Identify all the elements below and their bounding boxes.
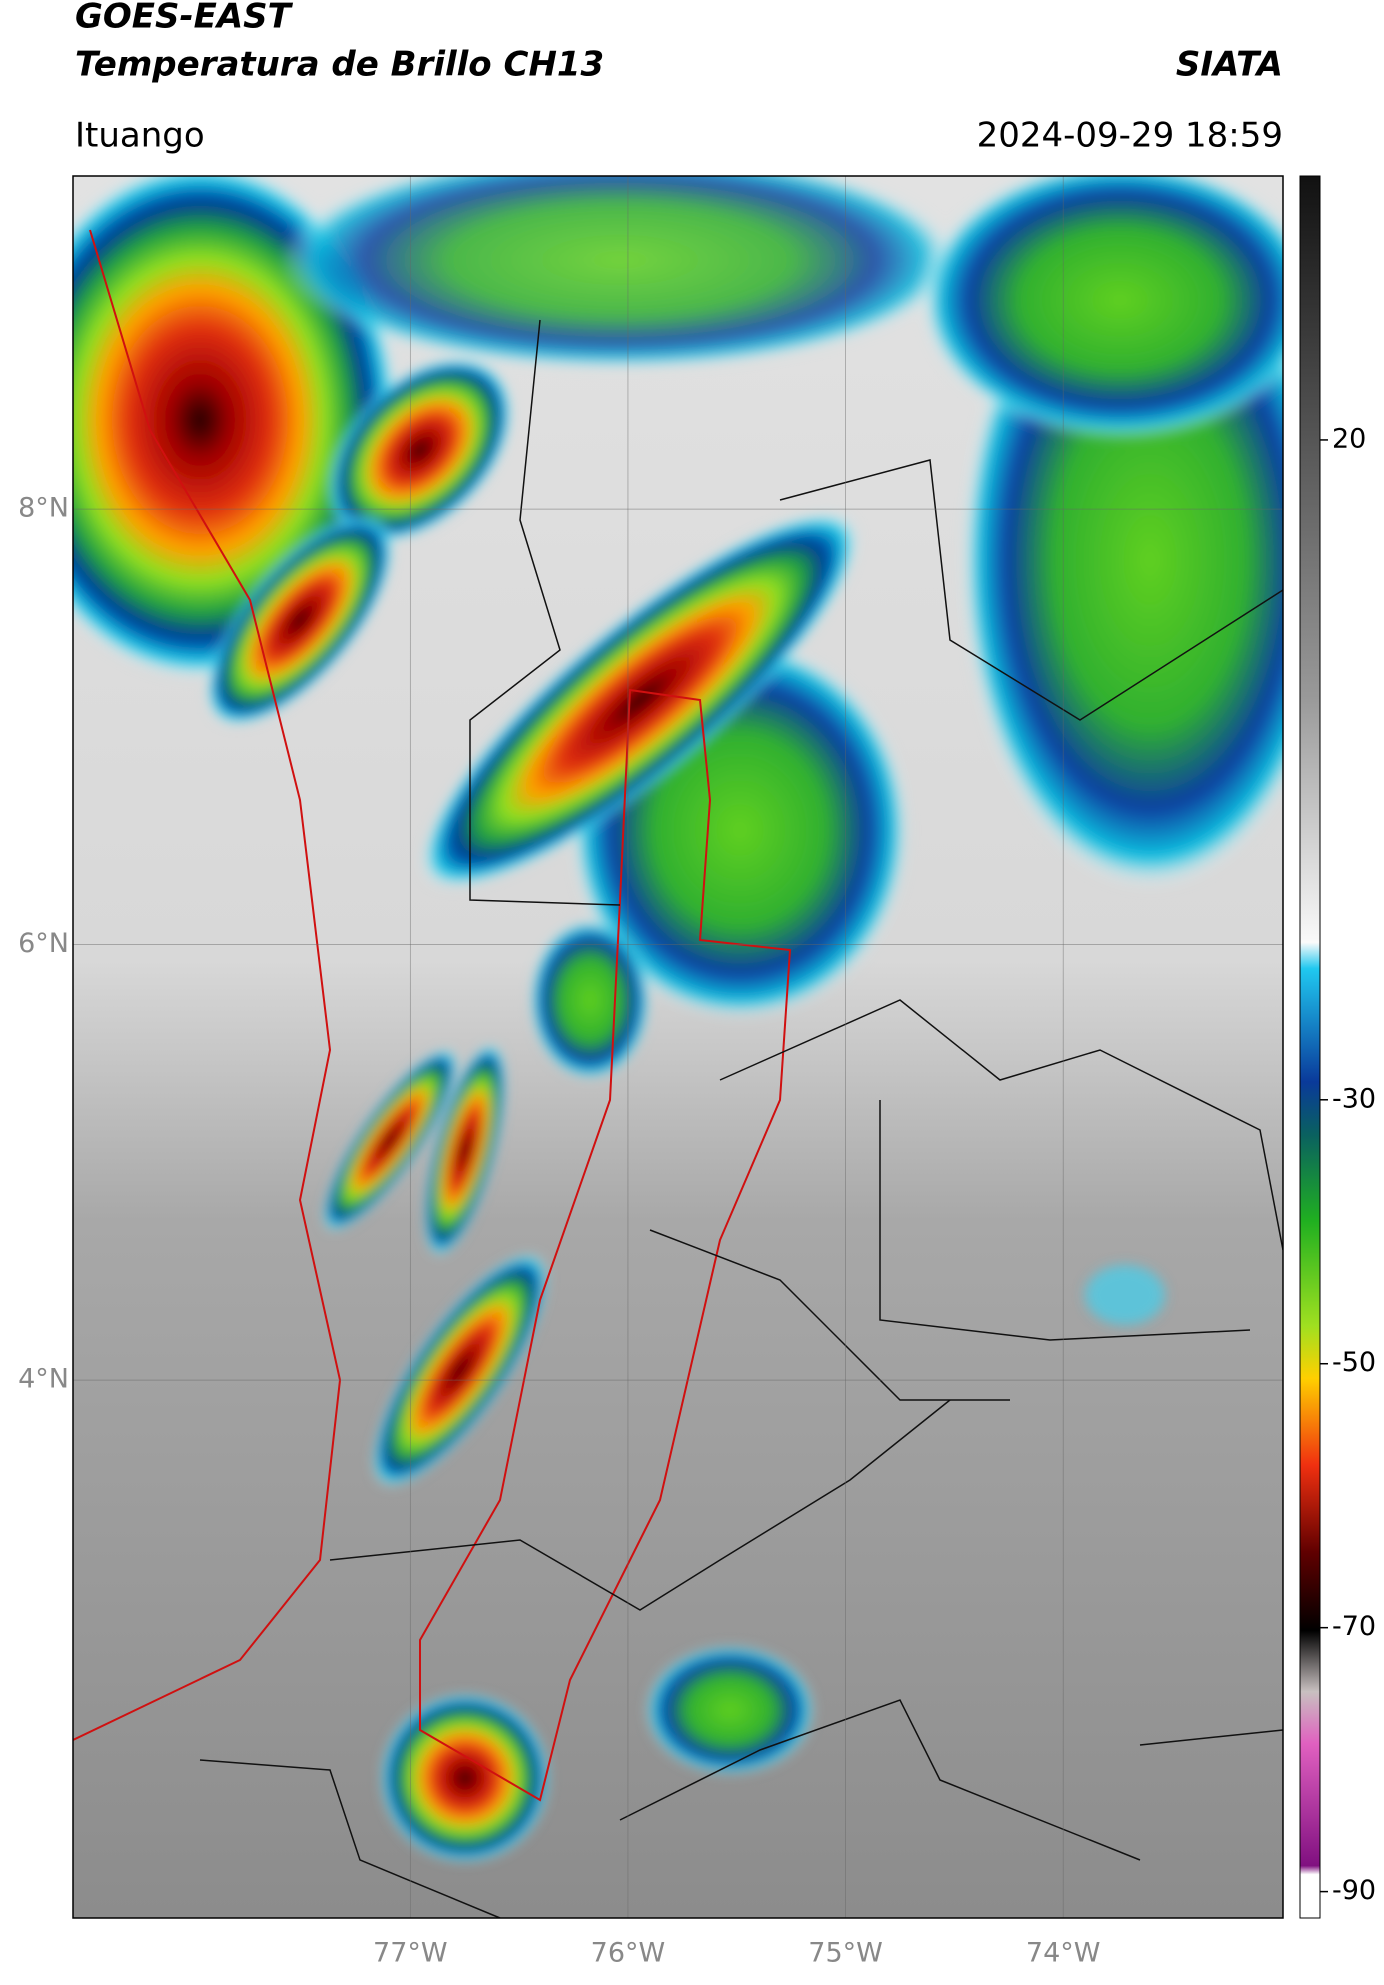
region-boundary xyxy=(73,229,792,1802)
cloud-field xyxy=(73,176,1283,1863)
lon-label: 74°W xyxy=(1026,1938,1101,1969)
lon-label: 75°W xyxy=(808,1938,883,1969)
datetime: 2024-09-29 18:59 xyxy=(977,116,1283,156)
lat-label: 8°N xyxy=(18,493,69,524)
colorbar-tick-label: -90 xyxy=(1332,1875,1376,1906)
colorbar-tick-label: 20 xyxy=(1332,423,1366,454)
colorbar-tick-label: -30 xyxy=(1332,1083,1376,1114)
admin-boundaries xyxy=(199,319,1283,1918)
colorbar-tick-label: -50 xyxy=(1332,1347,1376,1378)
title-line1: GOES-EAST xyxy=(75,0,294,37)
lon-label: 76°W xyxy=(591,1938,666,1969)
map-frame xyxy=(72,175,1284,1919)
source: SIATA xyxy=(1176,45,1283,85)
colorbar-tick-label: -70 xyxy=(1332,1611,1376,1642)
satellite-image xyxy=(73,176,1283,1918)
location: Ituango xyxy=(75,116,205,156)
lat-label: 6°N xyxy=(18,928,69,959)
title-line2: Temperatura de Brillo CH13 xyxy=(75,45,604,85)
colorbar xyxy=(1299,175,1321,1919)
lon-label: 77°W xyxy=(373,1938,448,1969)
lat-label: 4°N xyxy=(18,1364,69,1395)
graticule xyxy=(73,176,1283,1918)
